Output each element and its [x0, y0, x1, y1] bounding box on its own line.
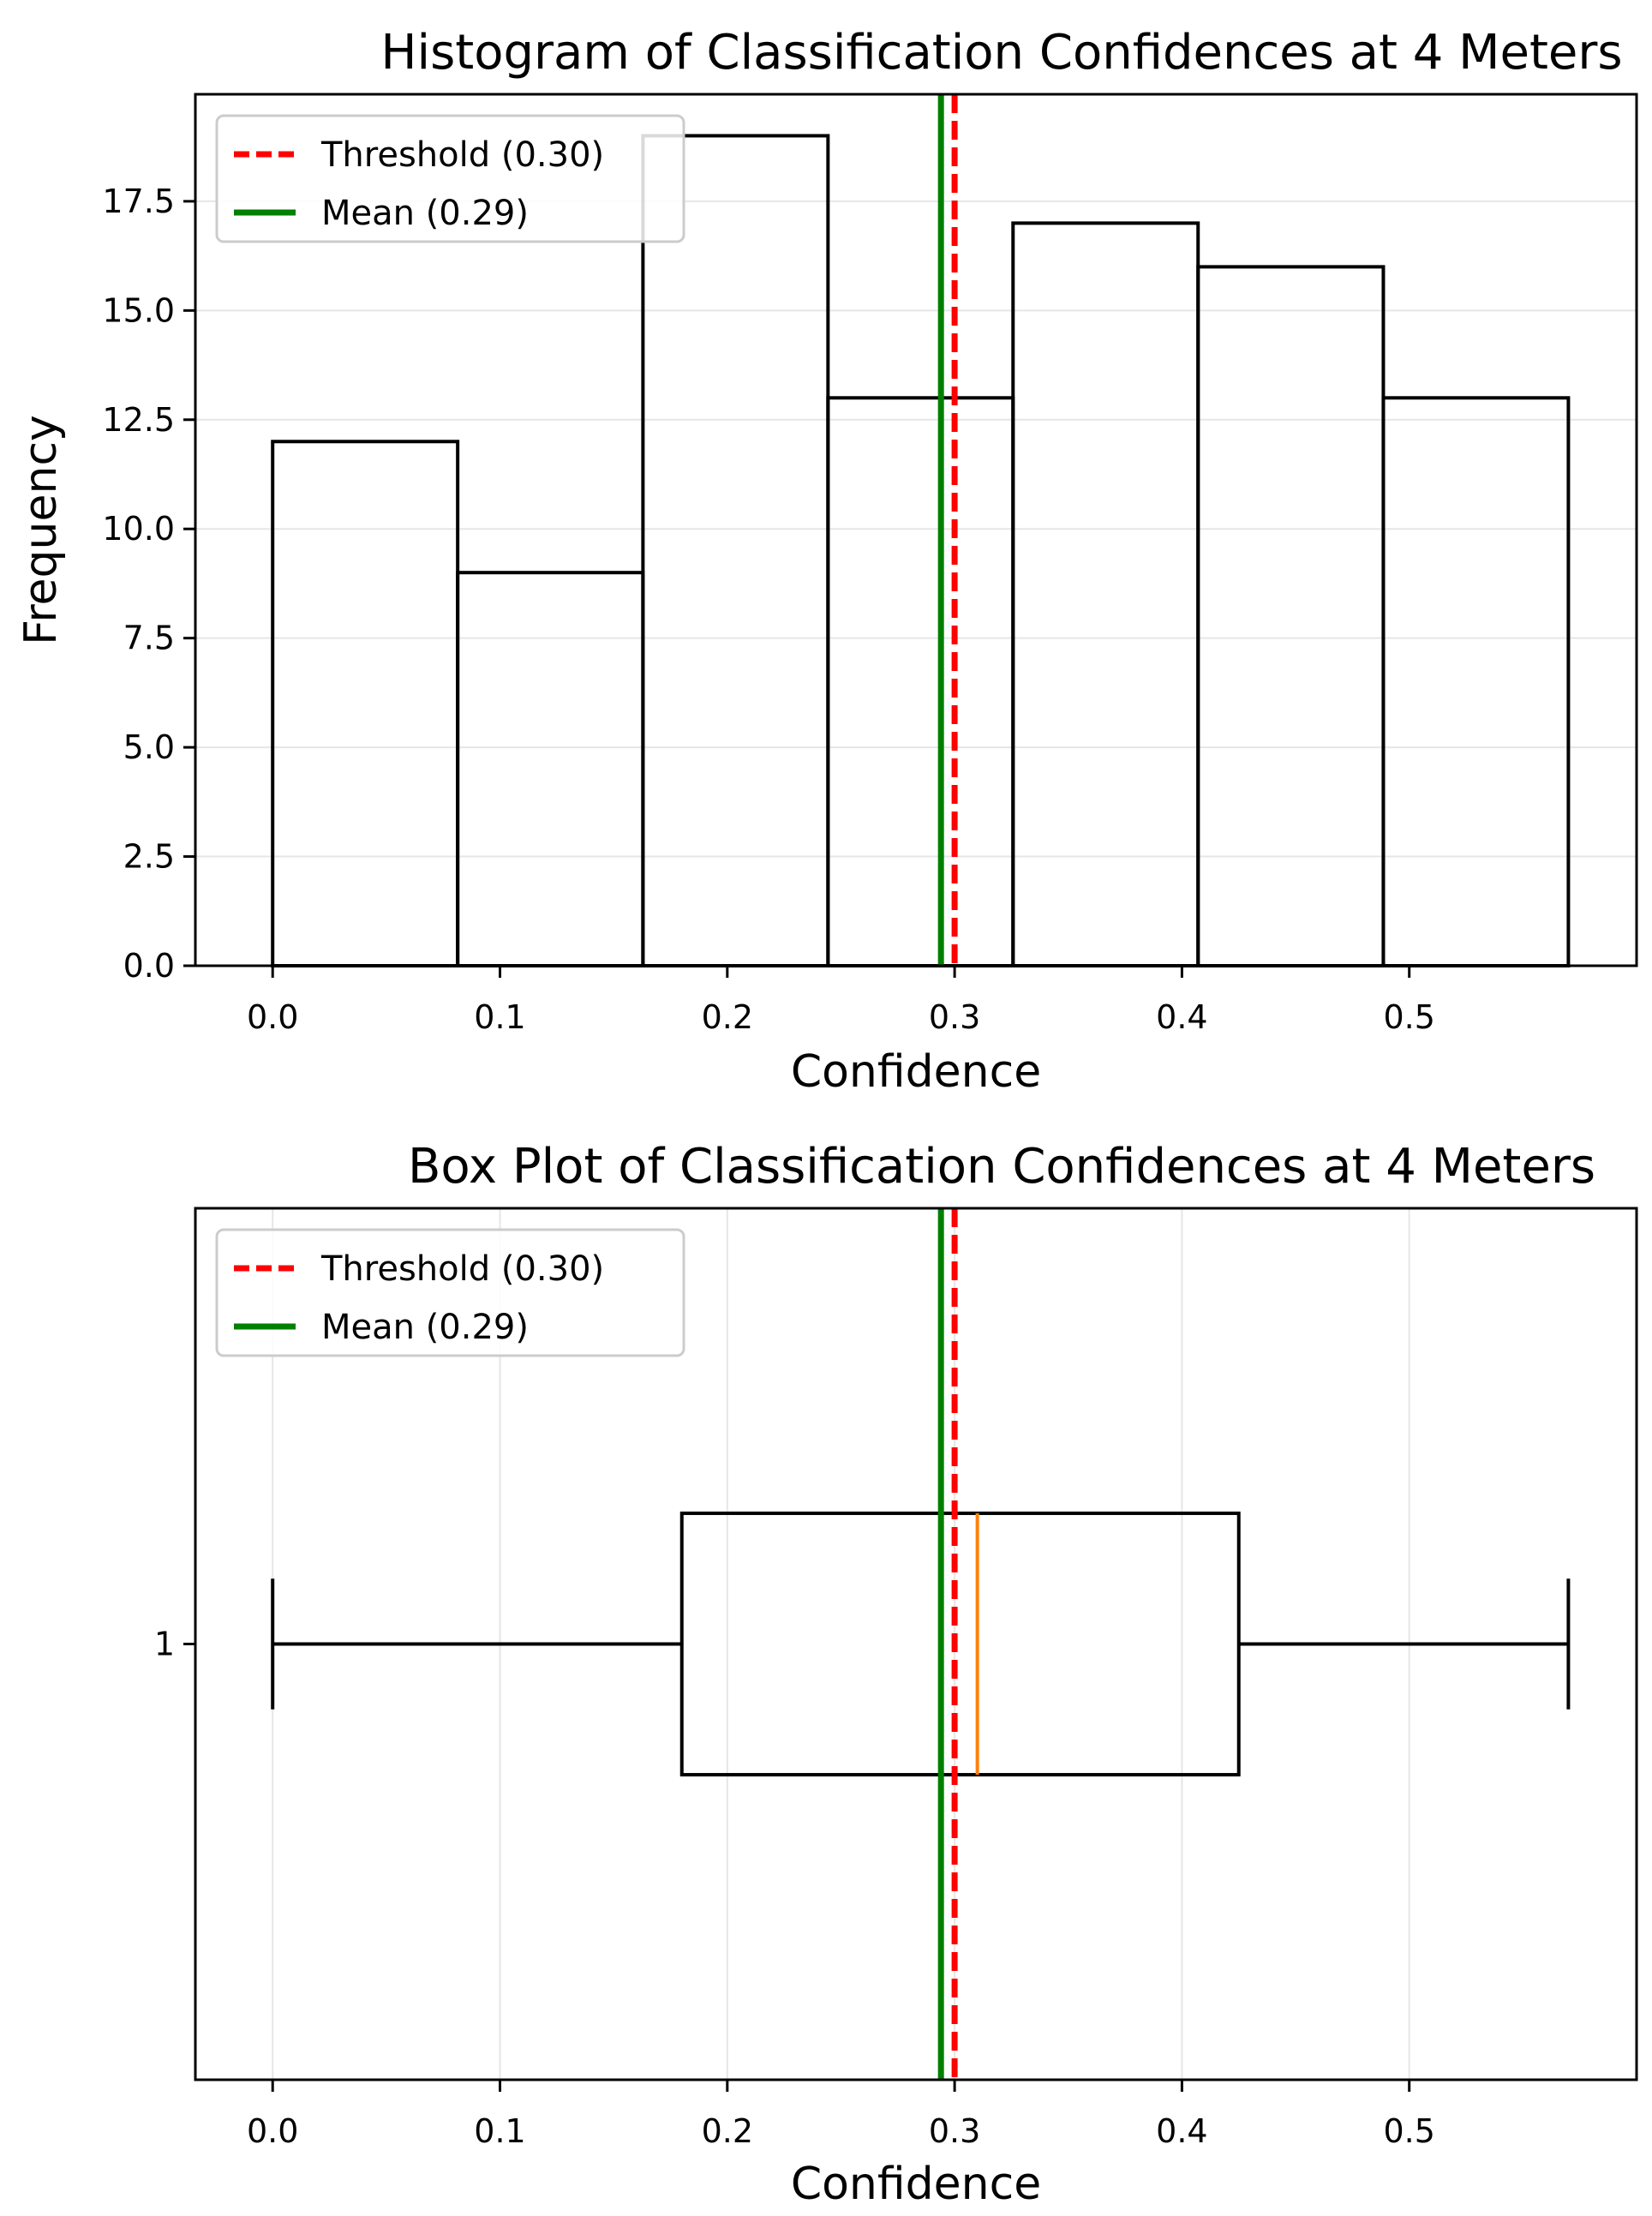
x-tick-label: 0.2: [702, 2112, 753, 2150]
x-axis-label: Confidence: [791, 2159, 1041, 2210]
legend-label: Mean (0.29): [321, 1308, 529, 1347]
y-tick-label: 17.5: [102, 183, 175, 220]
legend-frame: [215, 1228, 685, 1357]
y-tick-label: 0.0: [123, 947, 175, 985]
histogram-panel: 0.0 0.1 0.2 0.3 0.4 0.5 0.0 2.5 5.0 7.5 10.0 12.5 15…: [15, 25, 1638, 1098]
x-tick-label: 0.3: [929, 998, 980, 1036]
x-axis-label: Confidence: [791, 1046, 1041, 1098]
y-tick-label: 1: [154, 1626, 175, 1663]
y-tick-label: 10.0: [102, 510, 175, 548]
x-tick-label: 0.1: [474, 998, 525, 1036]
legend: Threshold (0.30) Mean (0.29): [215, 114, 685, 243]
legend-frame: [215, 114, 685, 243]
x-tick-label: 0.0: [247, 998, 298, 1036]
x-tick-label: 0.2: [702, 998, 753, 1036]
chart-title: Histogram of Classification Confidences …: [380, 25, 1622, 81]
x-tick-label: 0.5: [1383, 998, 1434, 1036]
x-tick-label: 0.4: [1156, 2112, 1207, 2150]
y-tick-label: 15.0: [102, 291, 175, 329]
x-tick-label: 0.1: [474, 2112, 525, 2150]
legend-label: Threshold (0.30): [320, 1249, 604, 1289]
y-tick-label: 2.5: [123, 838, 175, 876]
legend-label: Mean (0.29): [321, 194, 529, 233]
x-tick-label: 0.3: [929, 2112, 980, 2150]
y-axis-label: Frequency: [15, 415, 67, 645]
chart-title: Box Plot of Classification Confidences a…: [408, 1139, 1595, 1195]
y-tick-label: 5.0: [123, 728, 175, 766]
y-tick-label: 7.5: [123, 620, 175, 657]
x-tick-label: 0.0: [247, 2112, 298, 2150]
x-tick-label: 0.4: [1156, 998, 1207, 1036]
y-tick-label: 12.5: [102, 401, 175, 439]
x-tick-label: 0.5: [1383, 2112, 1434, 2150]
legend-label: Threshold (0.30): [320, 135, 604, 175]
legend: Threshold (0.30) Mean (0.29): [215, 1228, 685, 1357]
box-iqr: [679, 1511, 1241, 1777]
boxplot-panel: 0.0 0.1 0.2 0.3 0.4 0.5 1 Box Plot of Classific…: [154, 1139, 1638, 2210]
